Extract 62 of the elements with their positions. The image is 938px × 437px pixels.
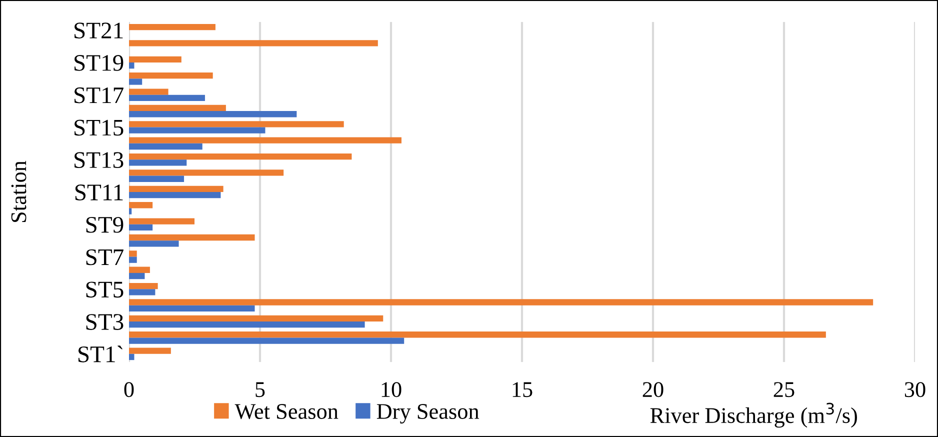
bar [129, 121, 344, 128]
bar [129, 160, 187, 166]
x-tick-label: 30 [904, 382, 926, 398]
bar [129, 348, 171, 354]
y-tick-label: ST11 [75, 184, 123, 200]
bar [129, 137, 402, 144]
bar [129, 176, 184, 182]
bar [129, 192, 221, 198]
bar [129, 354, 134, 360]
bar [129, 127, 266, 134]
bar [129, 186, 224, 192]
y-tick-label: ST9 [86, 216, 124, 233]
x-tick-label: 5 [256, 382, 265, 398]
bar [129, 24, 216, 30]
x-tick-label: 10 [382, 382, 402, 398]
y-tick-label: ST3 [86, 314, 124, 330]
y-tick-label: ST5 [86, 282, 124, 298]
bar [129, 208, 132, 214]
bar [129, 224, 153, 231]
x-tick-label: 15 [512, 382, 532, 398]
bar [129, 88, 168, 95]
legend-label: Wet Season [234, 404, 338, 420]
bar [129, 40, 378, 46]
bar [129, 305, 255, 312]
bar [129, 94, 205, 102]
y-tick-label: ST21 [74, 22, 123, 39]
bar [129, 272, 145, 280]
x-axis-title: River Discharge (m$^{3}$/s) [650, 402, 857, 428]
x-tick-label: 0 [124, 382, 134, 398]
legend-label: Dry Season [376, 404, 480, 424]
bar [129, 170, 284, 176]
bar [129, 338, 404, 344]
bar [129, 240, 179, 247]
y-tick-label: ST15 [74, 120, 124, 136]
bar [129, 153, 352, 160]
y-axis-title: Station [11, 160, 26, 222]
y-tick-label: ST7 [86, 249, 124, 266]
bar [129, 250, 137, 257]
bar [129, 202, 153, 208]
y-tick-label: ST17 [74, 87, 124, 104]
bar [129, 299, 874, 306]
bar [129, 315, 384, 322]
bar [129, 289, 156, 296]
x-tick-label: 20 [642, 382, 664, 398]
bar [129, 72, 213, 79]
bar [129, 332, 826, 338]
bar [129, 111, 297, 118]
bar [129, 322, 365, 328]
bar [129, 143, 202, 150]
bar [129, 62, 134, 69]
bar [129, 234, 255, 241]
bar [129, 256, 137, 263]
bar [129, 104, 226, 112]
y-tick-label: ST13 [74, 152, 124, 168]
y-tick-label: ST1` [78, 346, 122, 362]
bar [129, 282, 158, 290]
bar [129, 218, 194, 224]
bar [129, 56, 182, 62]
bar [129, 78, 142, 85]
bar [129, 266, 150, 273]
y-tick-label: ST19 [74, 55, 124, 71]
x-tick-label: 25 [774, 382, 794, 398]
